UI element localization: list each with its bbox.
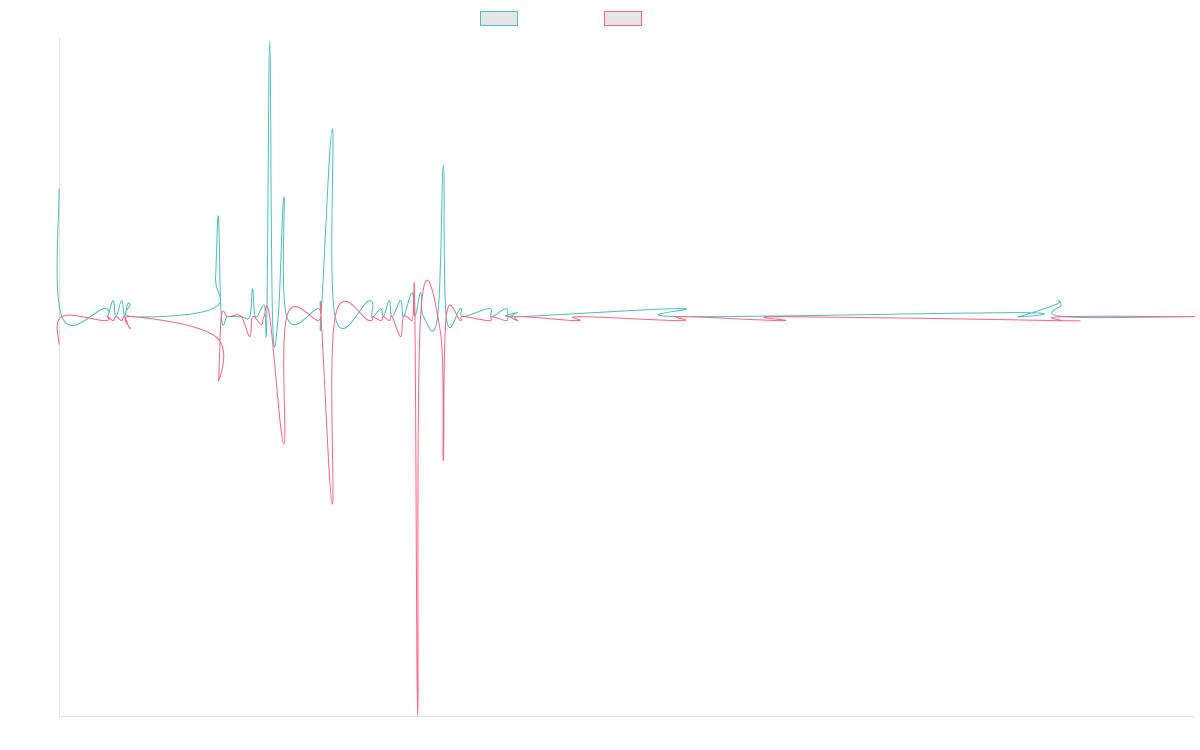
series-layer (56, 40, 1196, 717)
legend-swatch-series-1 (480, 10, 518, 26)
chart-legend (0, 9, 1200, 27)
legend-item-series-1[interactable] (480, 9, 524, 27)
series-line-1[interactable] (56, 40, 1196, 348)
legend-swatch-series-2 (604, 10, 642, 26)
series-line-2[interactable] (56, 279, 1196, 717)
legend-item-series-2[interactable] (604, 9, 648, 27)
